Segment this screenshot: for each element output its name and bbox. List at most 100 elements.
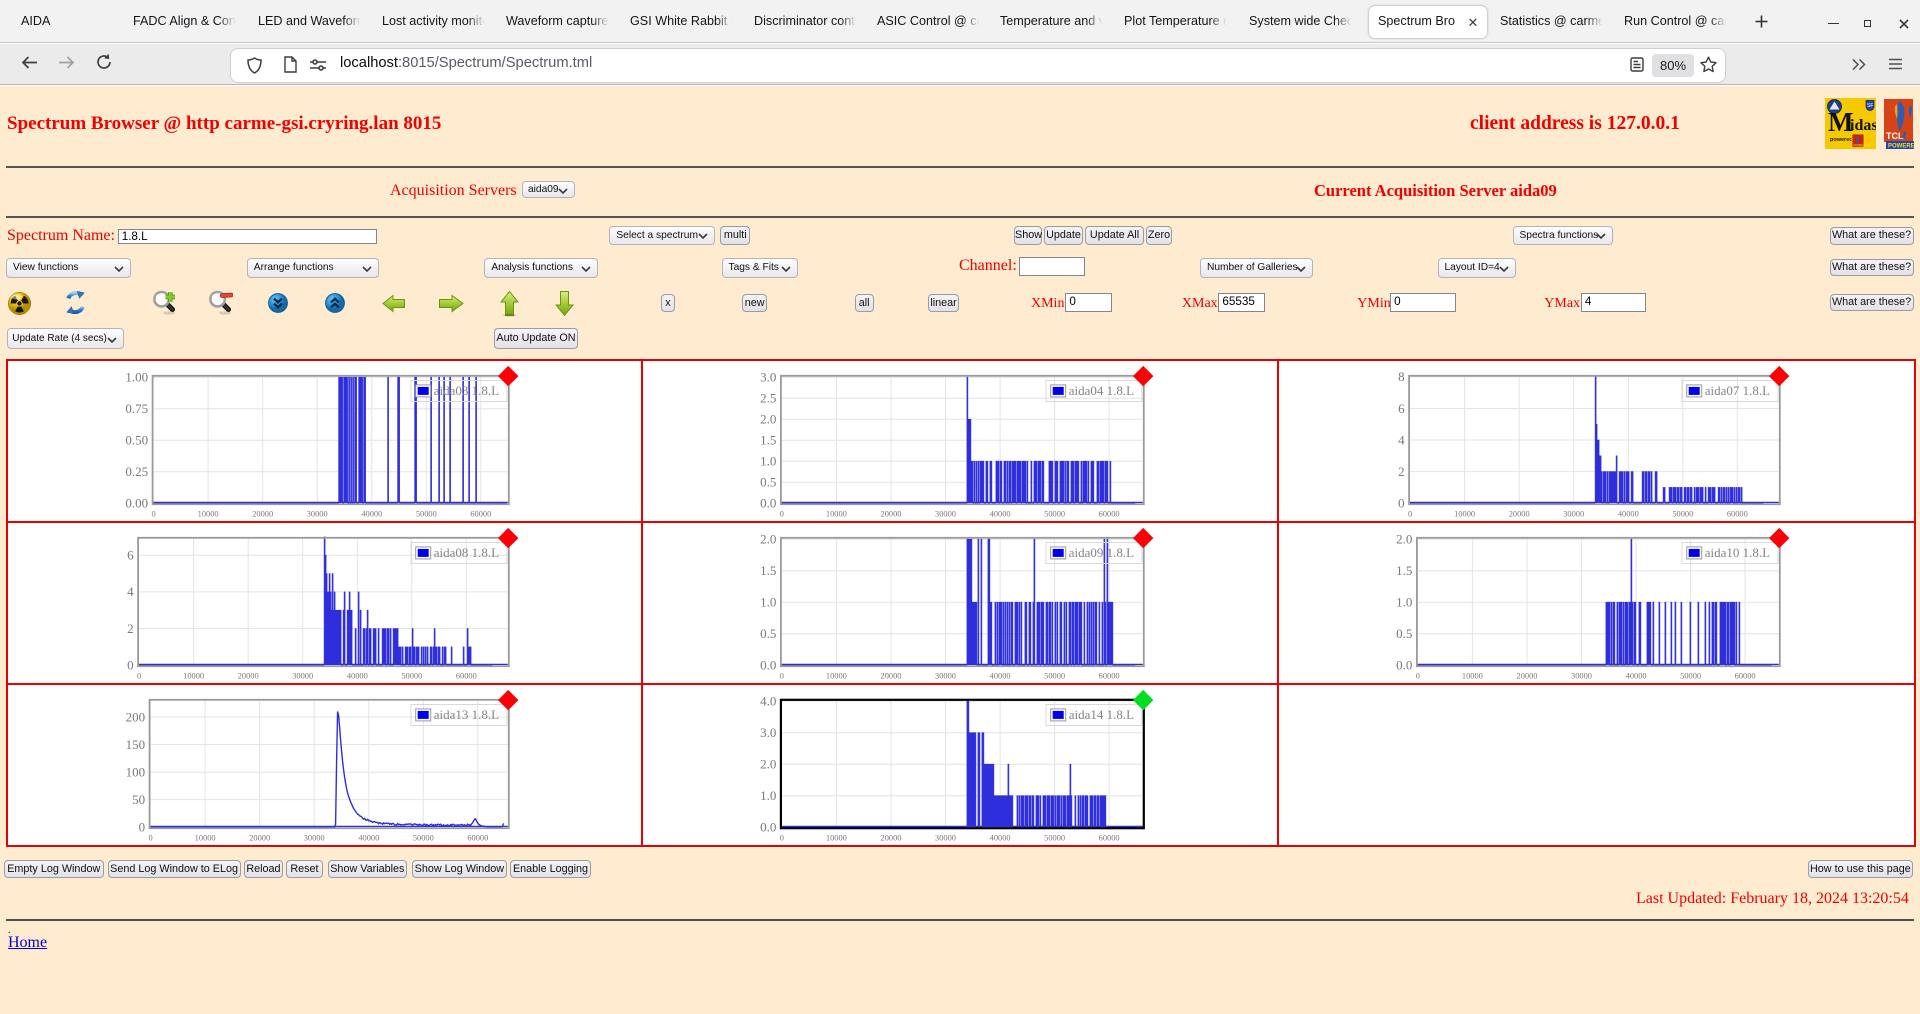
svg-text:aida04 1.8.L: aida04 1.8.L [1069, 383, 1134, 398]
svg-text:0.5: 0.5 [760, 475, 776, 490]
svg-text:1.0: 1.0 [1396, 594, 1412, 609]
svg-text:0: 0 [780, 833, 784, 842]
svg-text:2.0: 2.0 [760, 531, 776, 546]
svg-text:0.0: 0.0 [760, 657, 776, 672]
svg-text:1.5: 1.5 [760, 563, 776, 578]
svg-text:60000: 60000 [1727, 509, 1748, 518]
svg-text:30000: 30000 [1571, 671, 1592, 680]
svg-text:0: 0 [139, 819, 146, 834]
svg-text:2: 2 [1398, 464, 1405, 479]
svg-text:aida09 1.8.L: aida09 1.8.L [1069, 545, 1134, 560]
svg-text:40000: 40000 [359, 833, 380, 842]
svg-text:0: 0 [780, 671, 784, 680]
svg-text:idas: idas [1850, 117, 1876, 134]
svg-text:SF: SF [1867, 103, 1873, 109]
svg-text:6: 6 [1398, 401, 1405, 416]
svg-text:30000: 30000 [1563, 509, 1584, 518]
svg-text:0.5: 0.5 [1396, 626, 1412, 641]
svg-text:TCL: TCL [1886, 131, 1904, 141]
svg-text:10000: 10000 [183, 671, 204, 680]
svg-text:4: 4 [127, 584, 134, 599]
svg-text:1.5: 1.5 [760, 433, 776, 448]
svg-text:60000: 60000 [468, 833, 489, 842]
svg-text:20000: 20000 [1509, 509, 1530, 518]
svg-text:0: 0 [1416, 671, 1420, 680]
svg-text:0: 0 [127, 657, 134, 672]
svg-text:0: 0 [152, 509, 156, 518]
svg-text:1.5: 1.5 [1396, 563, 1412, 578]
svg-text:30000: 30000 [935, 509, 956, 518]
svg-text:2.0: 2.0 [760, 412, 776, 427]
svg-text:0: 0 [1398, 496, 1405, 511]
svg-text:aida10 1.8.L: aida10 1.8.L [1705, 545, 1770, 560]
svg-text:20000: 20000 [881, 509, 902, 518]
svg-text:20000: 20000 [250, 833, 271, 842]
svg-text:0.0: 0.0 [1396, 657, 1412, 672]
svg-text:10000: 10000 [1462, 671, 1483, 680]
svg-text:60000: 60000 [1735, 671, 1756, 680]
svg-text:40000: 40000 [990, 509, 1011, 518]
svg-text:4: 4 [1398, 432, 1405, 447]
svg-text:20000: 20000 [881, 833, 902, 842]
svg-text:20000: 20000 [253, 509, 274, 518]
svg-text:50000: 50000 [416, 509, 437, 518]
svg-text:8: 8 [1398, 369, 1405, 384]
svg-text:30000: 30000 [304, 833, 325, 842]
svg-text:40000: 40000 [990, 833, 1011, 842]
svg-text:40000: 40000 [1618, 509, 1639, 518]
svg-text:50000: 50000 [1673, 509, 1694, 518]
svg-text:100: 100 [126, 764, 146, 779]
svg-text:6: 6 [127, 547, 134, 562]
svg-text:10000: 10000 [826, 509, 847, 518]
svg-text:60000: 60000 [1099, 509, 1120, 518]
svg-text:20000: 20000 [1517, 671, 1538, 680]
svg-text:0: 0 [137, 671, 141, 680]
svg-text:30000: 30000 [935, 671, 956, 680]
svg-text:2.5: 2.5 [760, 391, 776, 406]
svg-text:powered by: powered by [1830, 137, 1862, 143]
svg-text:0.5: 0.5 [760, 626, 776, 641]
svg-text:40000: 40000 [1626, 671, 1647, 680]
svg-text:0.0: 0.0 [760, 819, 776, 834]
svg-text:aida14 1.8.L: aida14 1.8.L [1069, 707, 1134, 722]
svg-text:aida08 1.8.L: aida08 1.8.L [434, 545, 499, 560]
svg-text:aida13 1.8.L: aida13 1.8.L [434, 707, 499, 722]
svg-text:0.75: 0.75 [126, 401, 149, 416]
svg-text:50000: 50000 [402, 671, 423, 680]
svg-text:0.0: 0.0 [760, 496, 776, 511]
svg-text:1.0: 1.0 [760, 454, 776, 469]
svg-text:200: 200 [126, 709, 146, 724]
svg-text:POWERED: POWERED [1888, 144, 1914, 150]
svg-text:4.0: 4.0 [760, 693, 776, 708]
svg-text:150: 150 [126, 737, 146, 752]
svg-text:30000: 30000 [293, 671, 314, 680]
svg-text:2: 2 [127, 621, 134, 636]
svg-text:10000: 10000 [826, 833, 847, 842]
svg-text:2.0: 2.0 [760, 756, 776, 771]
svg-text:30000: 30000 [935, 833, 956, 842]
svg-text:20000: 20000 [238, 671, 259, 680]
svg-text:aida03 1.8.L: aida03 1.8.L [434, 383, 499, 398]
svg-text:10000: 10000 [1454, 509, 1475, 518]
svg-text:10000: 10000 [198, 509, 219, 518]
svg-text:40000: 40000 [362, 509, 383, 518]
svg-text:50000: 50000 [1044, 509, 1065, 518]
svg-text:0.00: 0.00 [126, 496, 149, 511]
svg-text:50000: 50000 [413, 833, 434, 842]
svg-text:60000: 60000 [1099, 671, 1120, 680]
svg-text:50000: 50000 [1044, 671, 1065, 680]
svg-text:50000: 50000 [1680, 671, 1701, 680]
svg-text:2.0: 2.0 [1396, 531, 1412, 546]
svg-text:POWERED: POWERED [1854, 144, 1871, 148]
svg-text:50: 50 [132, 792, 145, 807]
svg-text:0.50: 0.50 [126, 433, 149, 448]
svg-text:M: M [1828, 107, 1853, 137]
svg-text:0: 0 [780, 509, 784, 518]
svg-text:40000: 40000 [347, 671, 368, 680]
svg-text:30000: 30000 [307, 509, 328, 518]
svg-text:aida07 1.8.L: aida07 1.8.L [1705, 383, 1770, 398]
svg-text:10000: 10000 [826, 671, 847, 680]
svg-text:20000: 20000 [881, 671, 902, 680]
svg-text:10000: 10000 [195, 833, 216, 842]
svg-text:50000: 50000 [1044, 833, 1065, 842]
